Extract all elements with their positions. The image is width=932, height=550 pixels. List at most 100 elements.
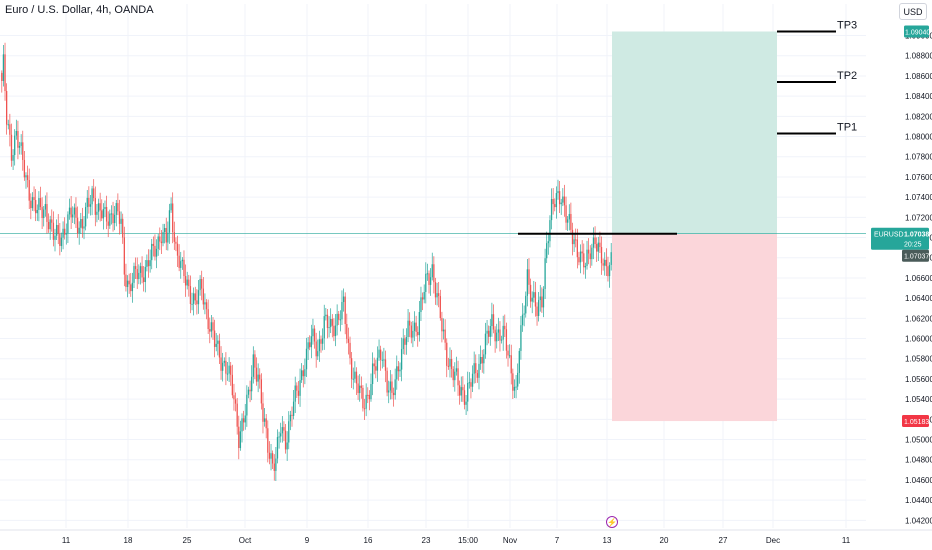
candle-body[interactable] [217,340,219,344]
candle-body[interactable] [568,214,570,220]
candle-body[interactable] [441,318,443,332]
candle-body[interactable] [52,222,55,240]
candle-body[interactable] [254,354,256,368]
candle-body[interactable] [244,415,246,423]
candle-body[interactable] [236,403,238,427]
symbol-legend-title[interactable]: Euro / U.S. Dollar, 4h, OANDA [5,4,154,16]
candle-body[interactable] [178,255,180,268]
candle-body[interactable] [541,296,543,308]
candle-body[interactable] [222,362,224,371]
candle-body[interactable] [154,245,156,257]
candle-body[interactable] [497,329,499,333]
candle-body[interactable] [302,370,304,377]
candle-body[interactable] [457,368,459,386]
candle-body[interactable] [352,378,354,380]
candle-body[interactable] [355,371,358,384]
candle-body[interactable] [587,249,590,254]
candle-body[interactable] [155,248,158,257]
candle-body[interactable] [420,297,422,312]
candle-body[interactable] [41,207,43,219]
candle-body[interactable] [376,357,379,371]
candle-body[interactable] [305,348,308,370]
candle-body[interactable] [307,342,309,349]
candle-body[interactable] [442,329,445,332]
candle-body[interactable] [149,260,151,267]
candle-body[interactable] [134,266,137,270]
candle-body[interactable] [93,188,95,199]
candle-body[interactable] [260,379,263,404]
candle-body[interactable] [180,261,182,268]
candle-body[interactable] [152,243,154,246]
candle-body[interactable] [102,209,105,219]
candle-body[interactable] [257,374,259,382]
candle-body[interactable] [15,130,17,136]
candle-body[interactable] [38,198,40,210]
candle-body[interactable] [14,135,16,156]
candle-body[interactable] [583,253,585,268]
candle-body[interactable] [26,175,29,181]
candle-body[interactable] [602,263,604,266]
candle-body[interactable] [460,387,462,396]
candle-body[interactable] [428,273,430,285]
candle-body[interactable] [415,322,417,332]
candle-body[interactable] [418,311,420,336]
candle-body[interactable] [468,382,470,384]
candle-body[interactable] [30,200,32,209]
candle-body[interactable] [18,145,21,148]
candle-body[interactable] [196,300,198,305]
candle-body[interactable] [201,279,203,289]
candle-body[interactable] [1,72,3,81]
candle-body[interactable] [64,228,66,235]
candle-body[interactable] [557,191,559,194]
candle-body[interactable] [554,204,556,208]
candle-body[interactable] [450,358,453,369]
candle-body[interactable] [130,284,132,292]
candle-body[interactable] [194,293,196,301]
candle-body[interactable] [39,198,42,208]
candle-body[interactable] [604,259,606,266]
candle-body[interactable] [463,390,466,405]
candle-body[interactable] [147,260,150,267]
candle-body[interactable] [394,379,396,396]
candle-body[interactable] [399,369,401,372]
candle-body[interactable] [581,251,583,254]
candle-body[interactable] [91,188,93,205]
candle-body[interactable] [357,383,359,394]
candle-body[interactable] [579,251,582,263]
candle-body[interactable] [484,333,487,355]
candle-body[interactable] [312,328,314,337]
candle-body[interactable] [510,355,512,374]
candle-body[interactable] [78,227,80,234]
current-price-tag[interactable] [871,227,929,250]
candle-body[interactable] [383,359,385,361]
candle-body[interactable] [5,91,8,125]
candle-body[interactable] [328,327,330,329]
candle-body[interactable] [446,342,448,366]
candle-body[interactable] [54,235,56,240]
candle-body[interactable] [479,356,482,364]
candle-body[interactable] [476,373,479,378]
candle-body[interactable] [492,314,495,330]
candle-body[interactable] [512,373,514,391]
candle-body[interactable] [525,295,527,314]
candle-body[interactable] [429,277,432,285]
candle-body[interactable] [278,436,280,438]
candle-body[interactable] [273,463,275,471]
candle-body[interactable] [309,342,311,348]
candle-body[interactable] [396,366,398,380]
candle-body[interactable] [115,203,117,215]
candle-body[interactable] [433,264,435,283]
candle-body[interactable] [151,243,153,261]
candle-body[interactable] [162,232,164,244]
candle-body[interactable] [112,213,114,224]
candle-body[interactable] [391,381,393,393]
candle-body[interactable] [597,242,599,252]
candle-body[interactable] [62,228,64,238]
candle-body[interactable] [197,290,200,305]
candle-body[interactable] [233,395,235,400]
candle-body[interactable] [546,243,548,259]
candle-body[interactable] [407,320,409,338]
candle-body[interactable] [336,313,338,326]
candle-body[interactable] [265,418,267,429]
candle-body[interactable] [263,418,266,422]
